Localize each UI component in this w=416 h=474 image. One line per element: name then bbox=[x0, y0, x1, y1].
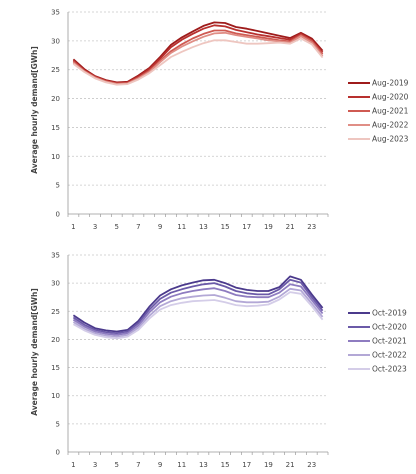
x-tick-label: 21 bbox=[286, 461, 295, 469]
legend-label: Aug-2022 bbox=[372, 121, 409, 130]
y-tick-label: 25 bbox=[51, 66, 60, 74]
y-tick-label: 35 bbox=[51, 9, 60, 17]
x-tick-label: 1 bbox=[71, 223, 75, 231]
x-tick-label: 7 bbox=[136, 223, 140, 231]
legend-label: Oct-2022 bbox=[372, 351, 407, 360]
legend-label: Aug-2021 bbox=[372, 107, 409, 116]
x-tick-label: 13 bbox=[199, 223, 208, 231]
x-tick-label: 15 bbox=[221, 223, 230, 231]
x-tick-label: 15 bbox=[221, 461, 230, 469]
legend-label: Aug-2019 bbox=[372, 79, 409, 88]
legend-label: Oct-2019 bbox=[372, 309, 407, 318]
x-tick-label: 9 bbox=[158, 223, 162, 231]
series-line-oct-2023 bbox=[72, 291, 324, 340]
y-tick-label: 25 bbox=[51, 308, 60, 316]
y-tick-label: 10 bbox=[51, 153, 60, 161]
x-tick-label: 11 bbox=[177, 461, 186, 469]
legend-label: Aug-2020 bbox=[372, 93, 409, 102]
legend-label: Oct-2020 bbox=[372, 323, 407, 332]
series-line-oct-2019 bbox=[72, 275, 324, 333]
x-tick-label: 3 bbox=[93, 461, 97, 469]
x-tick-label: 13 bbox=[199, 461, 208, 469]
x-tick-label: 11 bbox=[177, 223, 186, 231]
x-tick-label: 21 bbox=[286, 223, 295, 231]
x-tick-label: 3 bbox=[93, 223, 97, 231]
legend-label: Oct-2021 bbox=[372, 337, 407, 346]
x-tick-label: 17 bbox=[242, 223, 251, 231]
y-tick-label: 35 bbox=[51, 252, 60, 260]
y-tick-label: 30 bbox=[51, 280, 60, 288]
y-axis-label: Average hourly demand[GWh] bbox=[30, 288, 39, 416]
y-tick-label: 30 bbox=[51, 37, 60, 45]
x-tick-label: 5 bbox=[115, 223, 119, 231]
y-tick-label: 15 bbox=[51, 124, 60, 132]
y-tick-label: 0 bbox=[56, 449, 60, 457]
series-line-aug-2023 bbox=[72, 37, 324, 86]
legend-label: Aug-2023 bbox=[372, 135, 409, 144]
x-tick-label: 5 bbox=[115, 461, 119, 469]
y-tick-label: 20 bbox=[51, 336, 60, 344]
y-tick-label: 0 bbox=[56, 211, 60, 219]
legend-label: Oct-2023 bbox=[372, 365, 407, 374]
x-tick-label: 23 bbox=[307, 223, 316, 231]
x-tick-label: 7 bbox=[136, 461, 140, 469]
x-tick-label: 17 bbox=[242, 461, 251, 469]
y-tick-label: 10 bbox=[51, 392, 60, 400]
y-tick-label: 20 bbox=[51, 95, 60, 103]
y-axis-label: Average hourly demand[GWh] bbox=[30, 46, 39, 174]
series-line-aug-2020 bbox=[72, 24, 324, 84]
y-tick-label: 15 bbox=[51, 364, 60, 372]
x-tick-label: 1 bbox=[71, 461, 75, 469]
y-tick-label: 5 bbox=[56, 182, 60, 190]
series-line-oct-2020 bbox=[72, 278, 324, 335]
x-tick-label: 19 bbox=[264, 223, 273, 231]
y-tick-label: 5 bbox=[56, 420, 60, 428]
x-tick-label: 23 bbox=[307, 461, 316, 469]
series-line-oct-2022 bbox=[72, 287, 324, 338]
x-tick-label: 19 bbox=[264, 461, 273, 469]
x-tick-label: 9 bbox=[158, 461, 162, 469]
series-line-oct-2021 bbox=[72, 283, 324, 336]
